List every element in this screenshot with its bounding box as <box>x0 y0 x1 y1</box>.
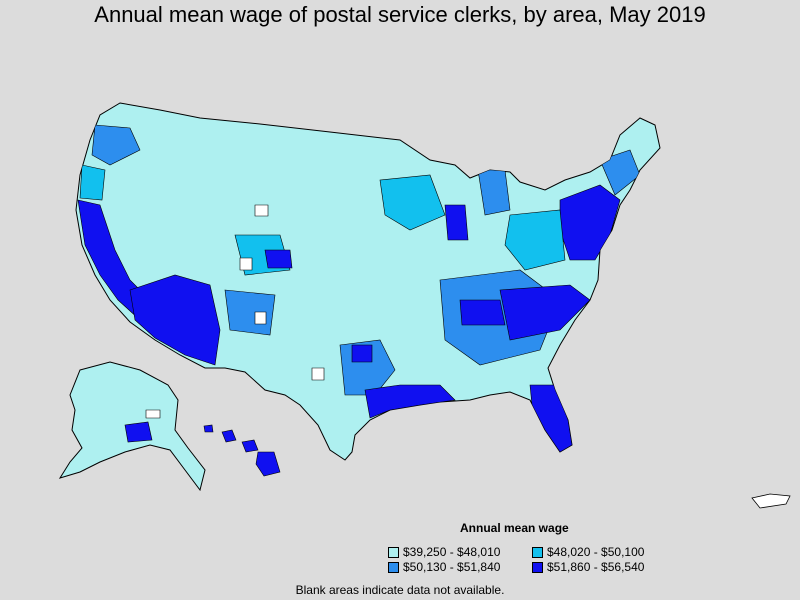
legend-label-bin-4: $51,860 - $56,540 <box>547 560 645 574</box>
region-arizona-high <box>129 274 221 366</box>
region-carolinas-high <box>499 284 591 341</box>
hawaii-region <box>203 424 281 477</box>
region-denver-high <box>264 249 293 269</box>
region-tennessee-high <box>459 299 506 326</box>
legend-label-bin-3: $50,130 - $51,840 <box>403 560 501 574</box>
alaska-region <box>58 361 206 492</box>
legend-item-bin-4: $51,860 - $56,540 <box>532 560 644 574</box>
puerto-rico-shape <box>751 493 791 509</box>
legend-swatch-bin-1 <box>388 546 399 558</box>
legend-item-bin-2: $48,020 - $50,100 <box>532 545 644 559</box>
hawaii-maui <box>241 439 259 453</box>
hawaii-kauai <box>203 424 214 433</box>
region-no-data-utah <box>239 257 253 271</box>
legend-label-bin-2: $48,020 - $50,100 <box>547 545 645 559</box>
region-dallas-high <box>351 344 373 363</box>
legend-swatch-bin-2 <box>532 546 543 558</box>
footnote: Blank areas indicate data not available. <box>295 583 505 597</box>
legend-swatch-bin-4 <box>532 561 543 573</box>
alaska-no-data <box>145 409 161 419</box>
region-gulf-coast-high <box>364 384 456 419</box>
legend-title: Annual mean wage <box>460 521 569 535</box>
region-oregon-coast <box>79 164 106 201</box>
region-no-data-nm <box>254 311 267 325</box>
region-florida-high <box>529 384 573 453</box>
legend-item-bin-3: $50,130 - $51,840 <box>388 560 500 574</box>
conus-region <box>75 102 661 461</box>
region-chicago-high <box>444 204 469 241</box>
legend-label-bin-1: $39,250 - $48,010 <box>403 545 501 559</box>
alaska-anchorage-high <box>124 421 153 443</box>
hawaii-big-island <box>255 451 281 477</box>
region-no-data-texas <box>311 367 325 381</box>
region-pacific-northwest <box>91 124 141 166</box>
map-title: Annual mean wage of postal service clerk… <box>94 2 706 27</box>
hawaii-oahu <box>221 429 237 443</box>
region-no-data-wyoming <box>254 204 269 217</box>
legend-item-bin-1: $39,250 - $48,010 <box>388 545 500 559</box>
region-midwest-mid <box>379 174 446 231</box>
region-appalachia-mid <box>504 209 566 271</box>
puerto-rico-region <box>751 493 791 509</box>
legend-swatch-bin-3 <box>388 561 399 573</box>
region-new-mexico-mid <box>224 289 276 336</box>
